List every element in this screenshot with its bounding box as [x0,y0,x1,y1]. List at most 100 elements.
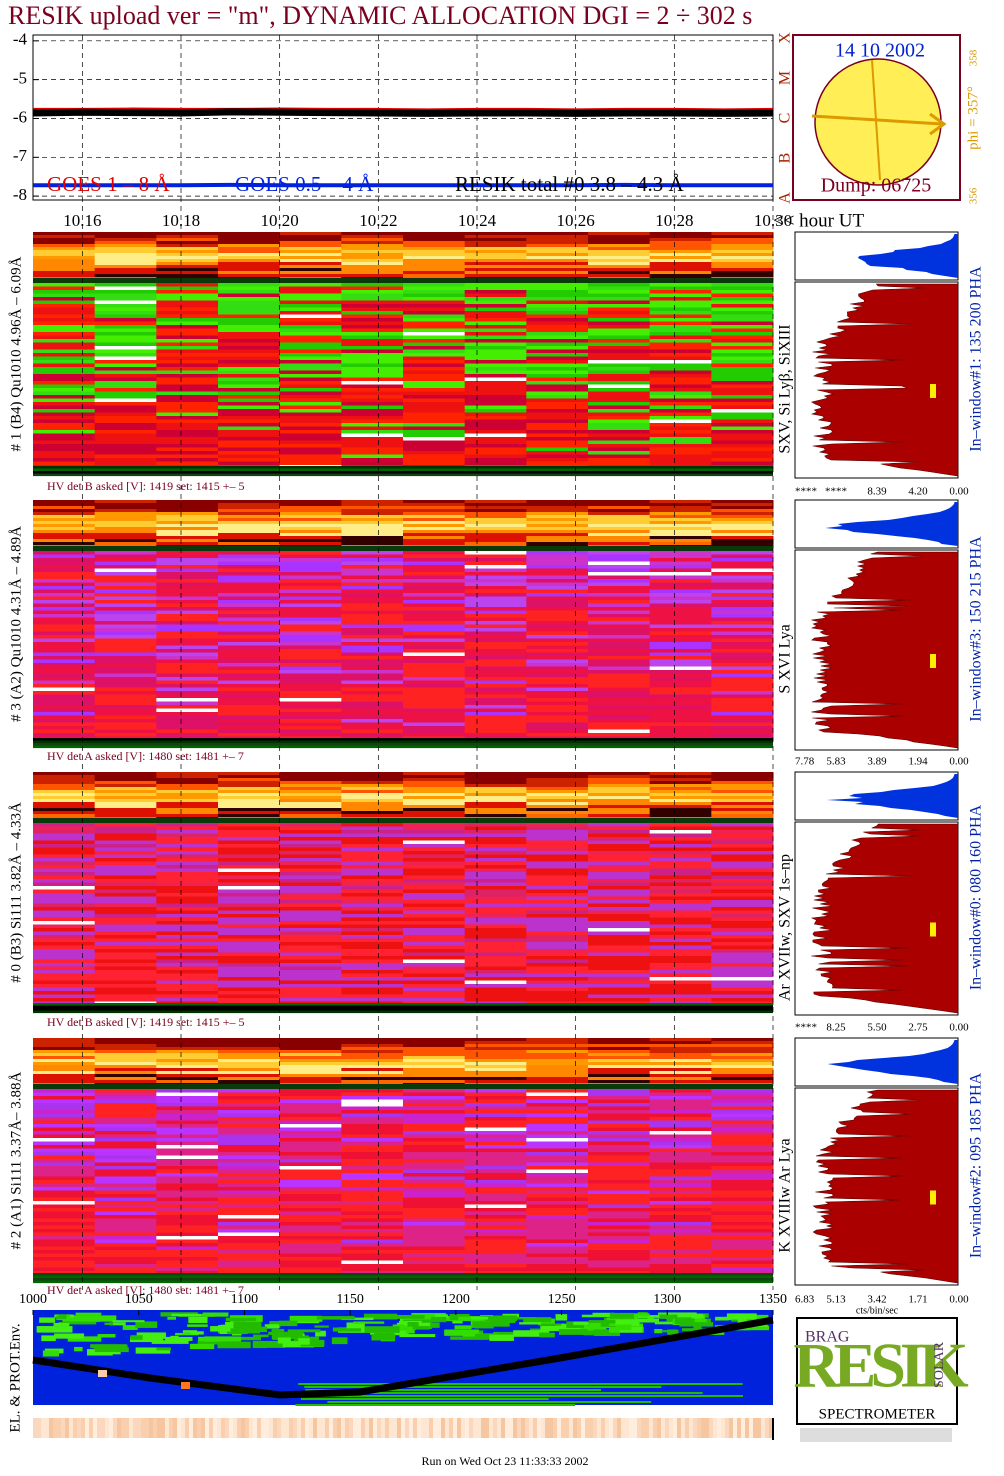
spectrum-cell [33,426,96,431]
spectrum-cell [711,949,774,953]
spectrum-cell [33,956,96,960]
spectrum-cell [526,328,589,333]
spectrum-cell [464,840,527,845]
spectrum-cell [526,670,589,674]
spectrum-cell [464,931,527,936]
spectrum-cell [464,896,527,901]
strip-cell [526,814,589,818]
env-patch [54,1333,85,1339]
strip-cell [526,512,589,516]
strip-cell [649,539,712,543]
hist-tick-label: 5.83 [826,756,846,768]
spectrum-cell [94,945,157,950]
spectrum-cell [218,1253,281,1258]
spectrum-cell [526,409,589,413]
spectrum-cell [464,858,527,862]
spectrum-cell [218,610,281,615]
spectrum-cell [403,970,466,974]
strip-cell [526,527,589,531]
spectrum-cell [33,1092,96,1097]
strip-cell [33,241,96,245]
spectrum-cell [711,600,774,604]
x-tick-label: 10.26 [557,211,595,230]
strip-cell [649,241,712,245]
spectrum-cell [649,896,712,901]
strip-cell [33,775,96,779]
spectrum-cell [218,332,281,336]
spectrum-cell [403,1225,466,1230]
spectrum-cell [156,398,219,403]
spectrum-cell [279,694,342,699]
env-band [304,1395,743,1397]
env-strip [161,1418,166,1438]
spectrum-cell [464,987,527,992]
spectrum-cell [279,1106,342,1111]
spectrum-cell [711,1176,774,1181]
env-strip [237,1418,242,1438]
env-patch [93,1344,128,1349]
env-patch [364,1326,400,1333]
spectrum-cell [341,635,404,639]
spectrum-cell [33,402,96,406]
strip-cell [711,244,774,248]
spectrum-cell [526,691,589,695]
strip-cell [94,1068,157,1072]
spectrum-cell [588,575,651,580]
spectrum-cell [279,1232,342,1237]
hist-tick-label: **** [825,486,847,498]
spectrum-cell [711,840,774,845]
spectrum-cell [341,412,404,417]
spectrum-cell [94,952,157,957]
spectrum-cell [156,698,219,702]
strip-cell [711,799,774,803]
spectrum-cell [464,304,527,308]
strip-cell [649,512,712,516]
env-strip [589,1418,594,1438]
env-strip [729,1418,734,1438]
strip-cell [588,539,651,543]
spectrum-cell [649,1103,712,1107]
logo-left: BRAG [805,1329,850,1346]
spectrum-cell [403,409,466,413]
spectrum-cell [403,1229,466,1233]
spectrum-cell [711,691,774,695]
env-patch [353,1321,385,1324]
spectrum-cell [464,1211,527,1216]
env-strip [405,1418,410,1438]
spectrum-cell [403,621,466,625]
env-patch [58,1321,97,1325]
strip-cell [156,1059,219,1063]
spectrum-cell [156,388,219,392]
spectrum-cell [649,444,712,448]
strip-cell [94,1047,157,1051]
spectrum-cell [649,942,712,946]
spectrum-cell [94,451,157,455]
orbit-tick-label: 1200 [442,1292,470,1307]
env-patch [666,1315,691,1322]
strip-cell [649,808,712,812]
spectrum-cell [341,624,404,629]
spectrum-cell [588,430,651,434]
strip-cell [588,506,651,510]
strip-cell [94,808,157,812]
env-strip [61,1418,66,1438]
strip-cell [649,533,712,537]
spectrum-cell [341,328,404,333]
spectrum-cell [464,963,527,967]
spectrum-cell [403,865,466,869]
strip-cell [403,250,466,254]
spectrum-cell [711,701,774,706]
spectrum-cell [156,579,219,583]
env-strip [129,1418,134,1438]
strip-cell [33,814,96,818]
spectrum-cell [218,900,281,904]
spectrum-cell [649,614,712,618]
spectrum-cell [279,391,342,396]
spectrum-cell [588,1169,651,1174]
spectrum-cell [156,603,219,608]
spectrum-cell [341,377,404,382]
strip-cell [711,790,774,794]
strip-cell [649,238,712,242]
spectrum-cell [218,680,281,685]
strip-cell [94,256,157,260]
